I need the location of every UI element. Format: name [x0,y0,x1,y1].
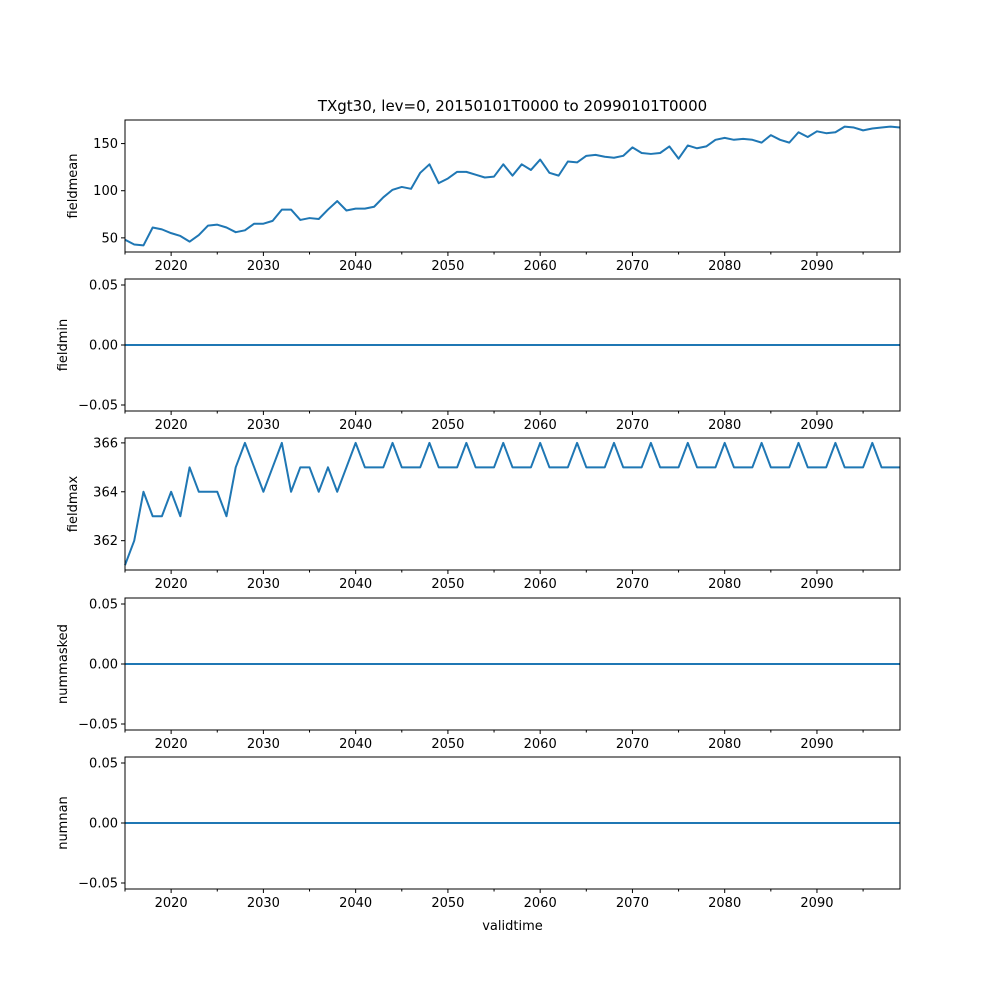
x-tick-label: 2080 [708,896,741,911]
y-tick-label: 0.05 [89,279,118,294]
y-axis-label: fieldmean [66,154,81,219]
y-axis-label: nummasked [56,624,71,704]
y-tick-label: 364 [93,485,118,500]
y-axis-label: numnan [56,796,71,850]
chart-title: TXgt30, lev=0, 20150101T0000 to 20990101… [317,97,707,115]
x-tick-label: 2030 [247,418,280,433]
y-tick-label: −0.05 [78,399,118,414]
x-tick-label: 2070 [616,418,649,433]
x-tick-label: 2040 [339,737,372,752]
y-axis-label: fieldmax [66,476,81,533]
y-tick-label: 0.00 [89,817,118,832]
y-tick-label: 0.05 [89,757,118,772]
y-tick-label: 50 [101,231,118,246]
y-tick-label: 0.05 [89,598,118,613]
x-tick-label: 2060 [524,737,557,752]
plot-frame-fieldmean [124,119,901,253]
x-tick-label: 2020 [155,577,188,592]
x-tick-label: 2090 [800,896,833,911]
y-tick-label: 150 [93,137,118,152]
x-tick-label: 2080 [708,259,741,274]
x-tick-label: 2090 [800,418,833,433]
x-tick-label: 2030 [247,259,280,274]
x-tick-label: 2040 [339,577,372,592]
x-tick-label: 2020 [155,896,188,911]
x-tick-label: 2050 [431,418,464,433]
series-line-fieldmean [124,125,901,247]
x-tick-label: 2020 [155,737,188,752]
x-tick-label: 2020 [155,259,188,274]
y-tick-label: −0.05 [78,877,118,892]
y-axis-label: fieldmin [56,319,71,372]
x-tick-label: 2060 [524,896,557,911]
x-tick-label: 2070 [616,896,649,911]
x-tick-label: 2040 [339,418,372,433]
y-tick-label: 100 [93,184,118,199]
x-tick-label: 2050 [431,737,464,752]
x-tick-label: 2090 [800,577,833,592]
x-tick-label: 2060 [524,418,557,433]
x-tick-label: 2060 [524,577,557,592]
y-tick-label: −0.05 [78,718,118,733]
x-tick-label: 2080 [708,577,741,592]
x-tick-label: 2080 [708,737,741,752]
x-tick-label: 2070 [616,577,649,592]
x-tick-label: 2030 [247,896,280,911]
x-axis-label: validtime [482,919,543,934]
x-tick-label: 2030 [247,577,280,592]
y-tick-label: 0.00 [89,658,118,673]
series-line-fieldmax [124,441,900,566]
y-tick-label: 362 [93,534,118,549]
x-tick-label: 2050 [431,577,464,592]
x-tick-label: 2090 [800,259,833,274]
x-tick-label: 2050 [431,896,464,911]
x-tick-label: 2090 [800,737,833,752]
y-tick-label: 366 [93,436,118,451]
y-tick-label: 0.00 [89,339,118,354]
x-tick-label: 2070 [616,737,649,752]
x-tick-label: 2040 [339,259,372,274]
x-tick-label: 2030 [247,737,280,752]
x-tick-label: 2050 [431,259,464,274]
x-tick-label: 2040 [339,896,372,911]
x-tick-label: 2080 [708,418,741,433]
x-tick-label: 2060 [524,259,557,274]
x-tick-label: 2020 [155,418,188,433]
plot-frame-fieldmax [124,437,901,571]
x-tick-label: 2070 [616,259,649,274]
